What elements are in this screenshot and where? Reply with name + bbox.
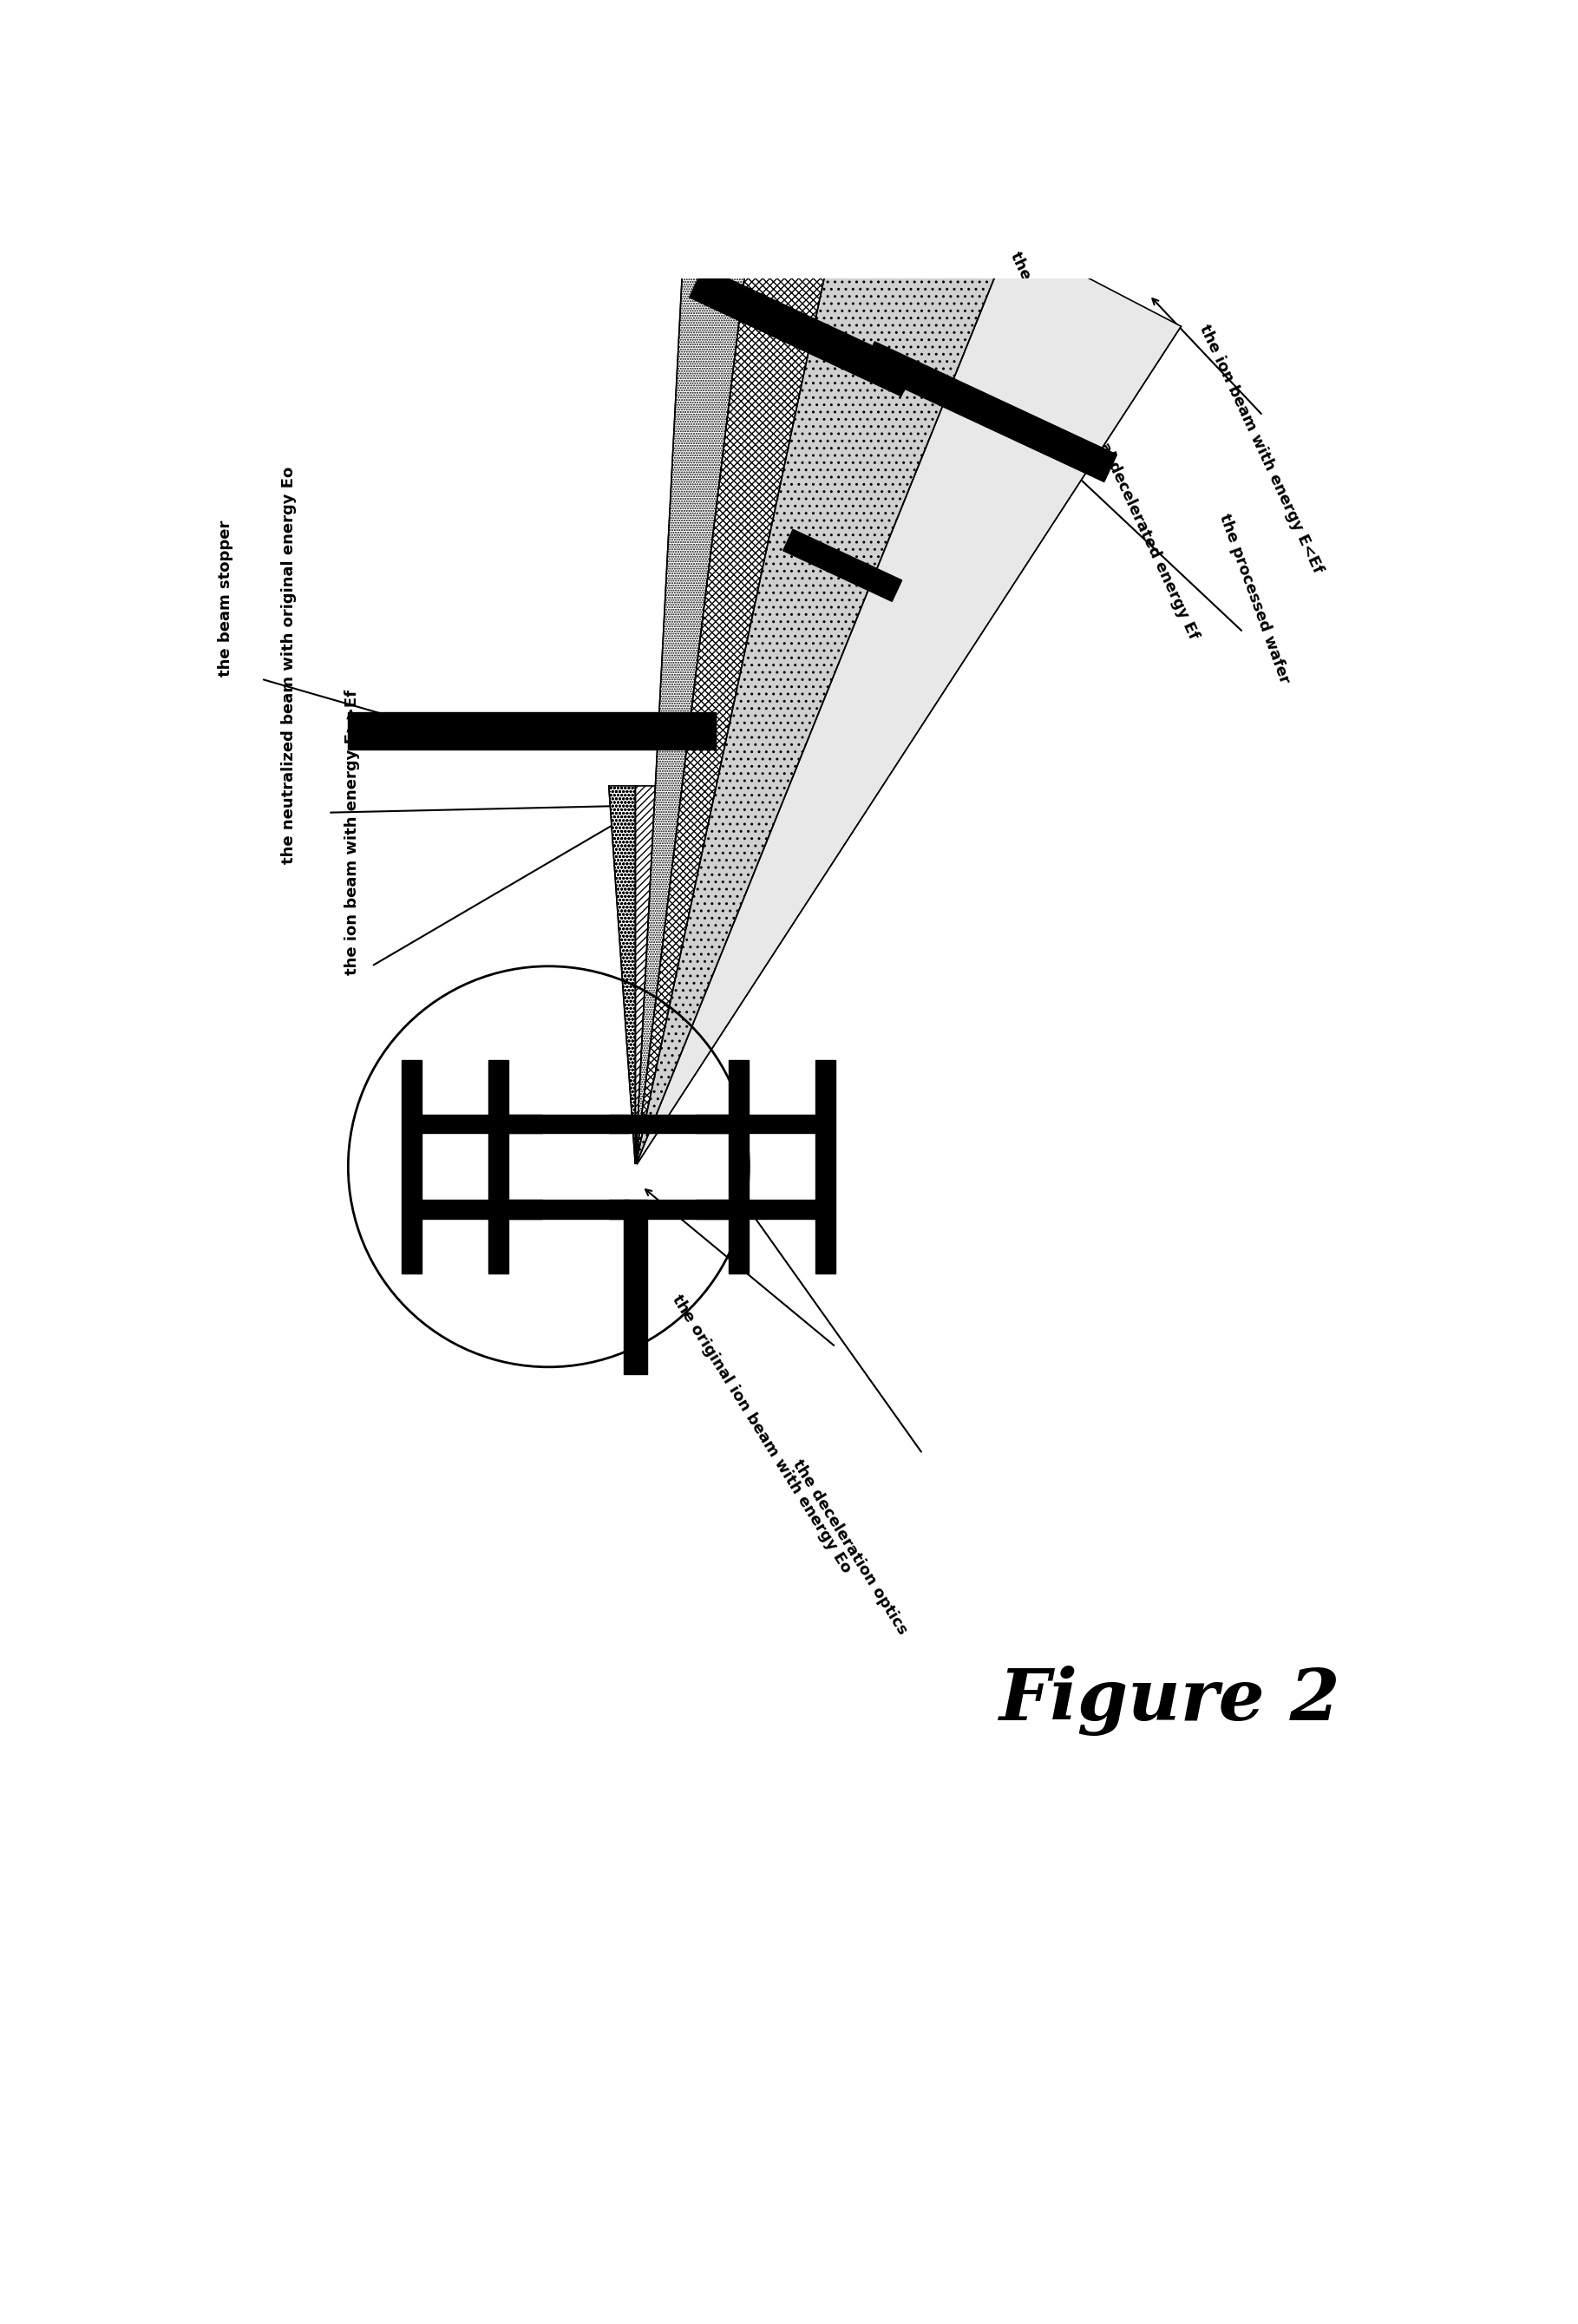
Polygon shape (636, 186, 1011, 1164)
Polygon shape (862, 342, 1117, 481)
Text: Figure 2: Figure 2 (999, 1666, 1340, 1736)
Polygon shape (636, 165, 757, 1164)
Bar (401, 1060, 421, 1274)
Bar (729, 1060, 750, 1274)
Text: the deceleration optics: the deceleration optics (789, 1457, 911, 1638)
Bar (696, 1199, 816, 1218)
Text: the ion beam with energy E>>Ef: the ion beam with energy E>>Ef (346, 690, 360, 976)
Text: the beam stopper: the beam stopper (218, 521, 234, 676)
Bar (489, 1060, 508, 1274)
Bar (508, 1116, 628, 1134)
Text: the processed wafer: the processed wafer (1217, 511, 1292, 686)
Text: the original ion beam with energy Eo: the original ion beam with energy Eo (669, 1292, 854, 1576)
Polygon shape (783, 530, 903, 602)
Bar (349, 713, 715, 748)
Polygon shape (609, 786, 636, 1164)
Polygon shape (690, 267, 915, 395)
Bar (421, 1199, 541, 1218)
Text: the ion beam with energy Eo: the ion beam with energy Eo (740, 349, 841, 590)
Text: the neutralized beam with original energy Eo: the neutralized beam with original energ… (281, 467, 297, 865)
Bar (816, 1060, 836, 1274)
Text: the ion beam with energy E>=Ef: the ion beam with energy E>=Ef (835, 381, 969, 646)
Text: the ion beam with energy E<Ef: the ion beam with energy E<Ef (1196, 323, 1326, 576)
Bar (508, 1199, 628, 1218)
Polygon shape (636, 237, 1180, 1164)
Text: the ion beam with normal decelerated energy Ef: the ion beam with normal decelerated ene… (1007, 249, 1201, 641)
Bar (421, 1116, 541, 1134)
Bar (609, 1116, 729, 1134)
Polygon shape (636, 786, 655, 1164)
Bar (696, 1116, 816, 1134)
Polygon shape (636, 172, 844, 1164)
Bar (609, 1199, 729, 1218)
